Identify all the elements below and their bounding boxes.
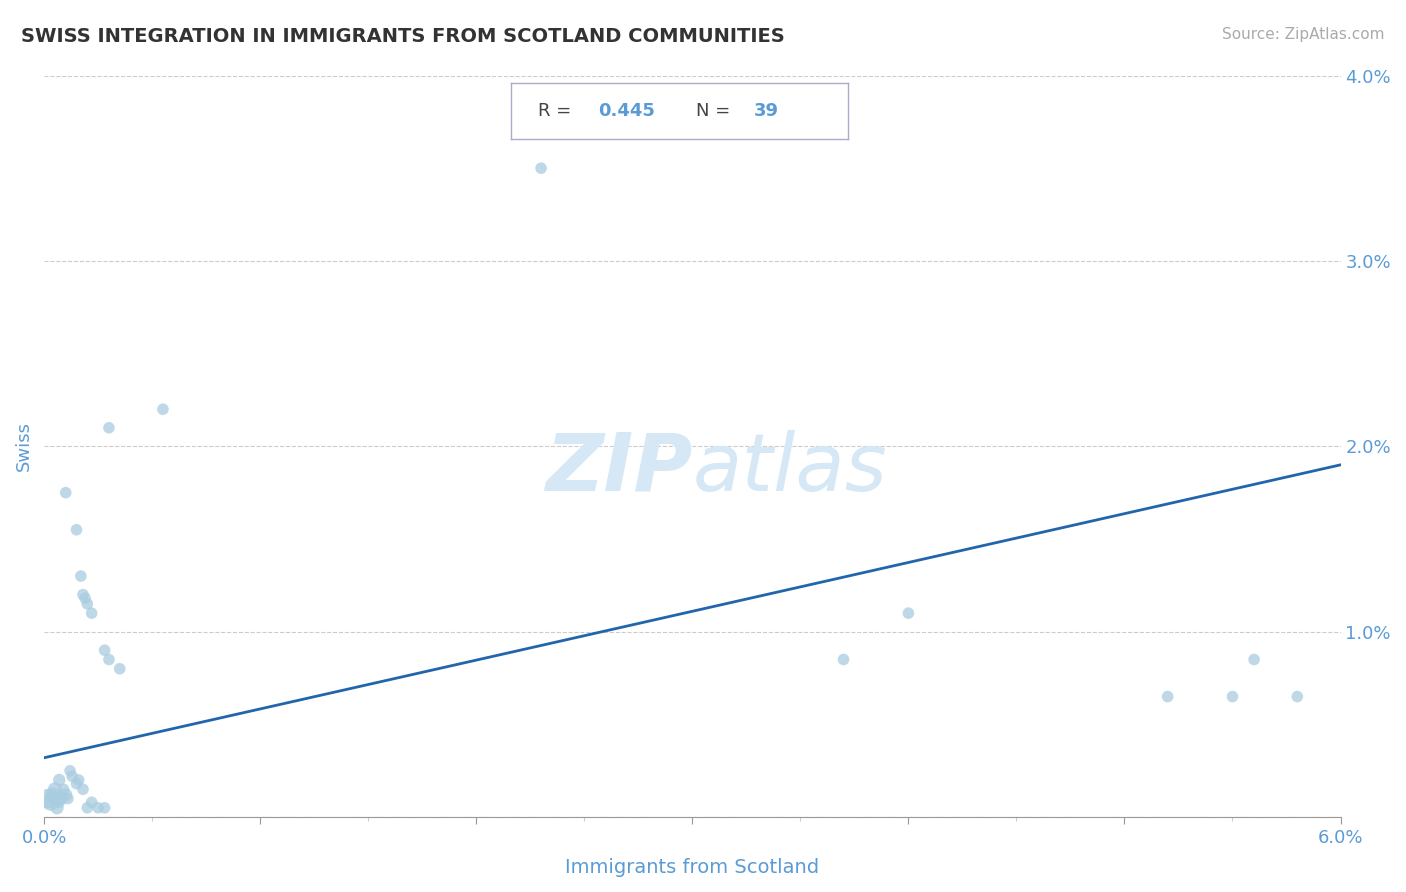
- Point: [530, 161, 553, 176]
- Point: [56, 791, 79, 805]
- Point: [1286, 690, 1309, 704]
- Text: Source: ZipAtlas.com: Source: ZipAtlas.com: [1222, 27, 1385, 42]
- Point: [75, 591, 97, 606]
- Point: [87, 801, 110, 815]
- Point: [65, 523, 87, 537]
- Point: [44, 782, 66, 797]
- Point: [108, 662, 131, 676]
- Text: atlas: atlas: [692, 430, 887, 508]
- Point: [1222, 690, 1244, 704]
- Point: [39, 795, 62, 809]
- Point: [69, 569, 91, 583]
- Point: [48, 772, 70, 787]
- Text: ZIP: ZIP: [546, 430, 692, 508]
- Point: [97, 652, 120, 666]
- Point: [1156, 690, 1178, 704]
- Point: [52, 782, 75, 797]
- Point: [80, 606, 103, 620]
- Point: [65, 777, 87, 791]
- Point: [76, 801, 98, 815]
- Point: [93, 643, 115, 657]
- Point: [93, 801, 115, 815]
- Point: [97, 421, 120, 435]
- Text: SWISS INTEGRATION IN IMMIGRANTS FROM SCOTLAND COMMUNITIES: SWISS INTEGRATION IN IMMIGRANTS FROM SCO…: [21, 27, 785, 45]
- Point: [37, 791, 59, 805]
- Point: [60, 769, 83, 783]
- Point: [46, 801, 69, 815]
- Point: [72, 782, 94, 797]
- Point: [897, 606, 920, 620]
- Point: [832, 652, 855, 666]
- Y-axis label: Swiss: Swiss: [15, 421, 32, 471]
- Point: [51, 791, 73, 805]
- Point: [1243, 652, 1265, 666]
- Point: [67, 772, 90, 787]
- Point: [59, 764, 82, 778]
- Point: [72, 588, 94, 602]
- Point: [152, 402, 174, 417]
- Point: [42, 788, 65, 802]
- Point: [55, 485, 77, 500]
- X-axis label: Immigrants from Scotland: Immigrants from Scotland: [565, 858, 820, 877]
- Point: [55, 788, 77, 802]
- Point: [48, 795, 70, 809]
- Point: [80, 795, 103, 809]
- Point: [76, 597, 98, 611]
